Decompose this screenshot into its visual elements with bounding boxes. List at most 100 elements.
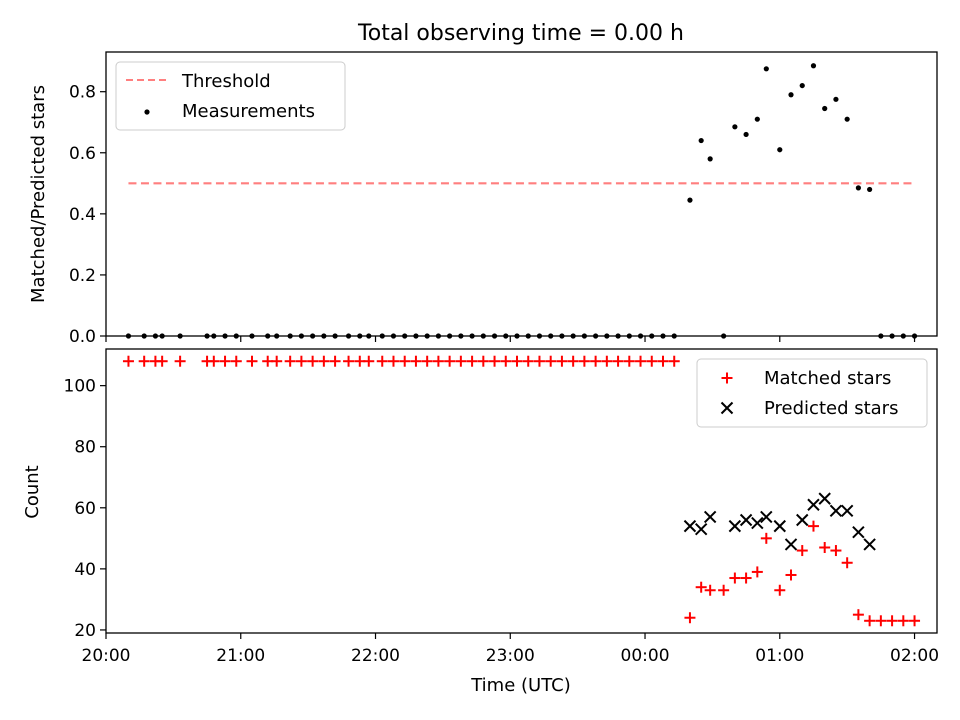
matched-star-point (612, 355, 624, 367)
measurement-point (754, 116, 760, 122)
measurement-point (833, 96, 839, 102)
matched-star-point (138, 355, 150, 367)
legend-matched-label: Matched stars (764, 368, 891, 389)
predicted-star-point (728, 519, 742, 533)
measurement-point (698, 137, 704, 144)
legend-measurements-swatch (144, 109, 150, 115)
matched-star-point (796, 545, 808, 557)
matched-star-point (208, 355, 220, 367)
bottom-x-tick-label: 20:00 (82, 646, 131, 666)
matched-star-point (646, 355, 658, 367)
top-y-tick-label: 0.2 (69, 266, 96, 286)
legend-plus-mark (721, 372, 733, 384)
chart-title: Total observing time = 0.00 h (357, 21, 684, 46)
matched-star-point (657, 355, 669, 367)
matched-star-point (567, 355, 579, 367)
top-axes-frame (105, 51, 938, 337)
matched-star-point (174, 355, 186, 367)
measurement-point (707, 156, 713, 162)
measurement-point (867, 186, 873, 193)
predicted-star-point (703, 510, 717, 524)
matched-star-point (668, 355, 680, 367)
matched-star-point (533, 355, 545, 367)
matched-star-point (432, 355, 444, 367)
matched-star-point (852, 609, 864, 621)
bottom-y-tick-label: 60 (74, 499, 96, 519)
matched-star-point (295, 355, 307, 367)
legend-predicted-swatch (720, 401, 734, 415)
matched-star-point (578, 355, 590, 367)
predicted-star-point (807, 498, 820, 511)
bottom-y-tick-label: 80 (74, 438, 96, 458)
matched-star-point (729, 572, 741, 584)
top-y-axis: 0.0 0.2 0.4 0.6 0.8 (69, 83, 106, 347)
matched-star-point (886, 615, 898, 627)
bottom-x-tick-label: 01:00 (755, 646, 804, 666)
matched-star-point (684, 612, 696, 624)
predicted-star-point (773, 519, 786, 533)
matched-star-point (399, 355, 411, 367)
matched-star-point (704, 584, 716, 596)
legend-x-mark (720, 401, 734, 415)
matched-star-point (284, 355, 296, 367)
matched-star-point (909, 615, 921, 627)
top-y-tick-label: 0.6 (69, 144, 96, 164)
measurement-point (810, 63, 817, 69)
matched-star-point (421, 355, 433, 367)
matched-star-point (466, 355, 478, 367)
measurement-point (763, 66, 769, 72)
predicted-star-point (683, 519, 697, 533)
matched-star-point (830, 545, 842, 557)
measurement-point (777, 147, 783, 153)
bottom-x-tick-label: 23:00 (486, 646, 535, 666)
matched-star-point (807, 520, 819, 532)
legend-matched-swatch (721, 372, 733, 384)
predicted-star-point (751, 516, 764, 530)
matched-star-point (271, 355, 283, 367)
measurement-point (732, 124, 738, 130)
bottom-x-tick-label: 21:00 (216, 646, 265, 666)
bottom-panel: 20 40 60 80 100 20:00 21:00 22:00 23:00 00:00 01:… (22, 348, 939, 696)
measurement-point (855, 185, 861, 191)
predicted-star-point (694, 522, 708, 536)
matched-star-point (318, 355, 330, 367)
measurement-point (743, 131, 749, 138)
bottom-y-axis-label: Count (22, 465, 43, 518)
bottom-y-axis: 20 40 60 80 100 (64, 377, 106, 641)
bottom-legend-box (696, 358, 928, 428)
measurement-point (799, 82, 805, 89)
predicted-star-point (840, 504, 854, 518)
matched-star-point (522, 355, 534, 367)
top-y-tick-label: 0.8 (69, 83, 96, 103)
matched-star-point (635, 355, 647, 367)
matched-star-point (410, 355, 422, 367)
bottom-x-tick-label: 00:00 (621, 646, 670, 666)
top-panel: 0.00.20.40.60.8 Matched/Predicted stars … (28, 51, 938, 347)
matched-star-point (343, 355, 355, 367)
matched-star-point (556, 355, 568, 367)
matched-star-point (545, 355, 557, 367)
bottom-x-axis-label: Time (UTC) (470, 675, 571, 696)
matched-star-point (219, 355, 231, 367)
bottom-legend: Matched stars Predicted stars (696, 358, 928, 428)
predicted-star-point (739, 513, 753, 527)
measurement-point (822, 105, 828, 112)
top-y-tick-label: 0.4 (69, 205, 96, 225)
bottom-y-tick-label: 20 (74, 621, 96, 641)
matched-star-point (695, 581, 707, 593)
bottom-y-tick-label: 100 (64, 377, 96, 397)
matched-star-point (307, 355, 319, 367)
measurement-point (844, 116, 850, 122)
matched-star-point (601, 355, 613, 367)
predicted-star-point (829, 504, 843, 518)
matched-star-point (740, 572, 752, 584)
matched-star-point (455, 355, 467, 367)
predicted-star-point (760, 510, 773, 524)
matched-star-point (718, 584, 730, 596)
matched-star-point (387, 355, 399, 367)
matched-star-point (444, 355, 456, 367)
matched-star-point (897, 615, 909, 627)
matched-star-point (230, 355, 242, 367)
matched-star-point (489, 355, 501, 367)
matched-star-point (246, 355, 258, 367)
